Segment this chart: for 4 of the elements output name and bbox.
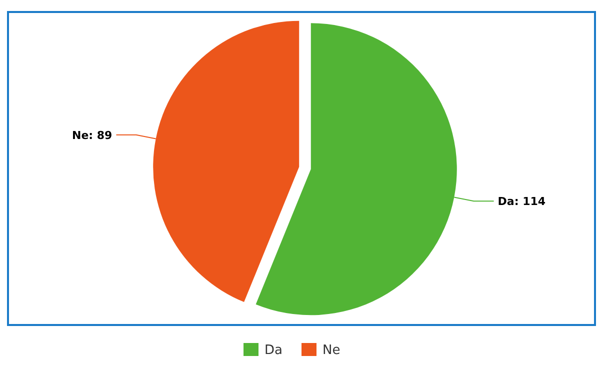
data-label: Ne: 89 [72, 128, 112, 142]
legend-label: Da [264, 343, 282, 358]
data-label: Da: 114 [498, 195, 546, 208]
legend-label: Ne [322, 343, 340, 358]
